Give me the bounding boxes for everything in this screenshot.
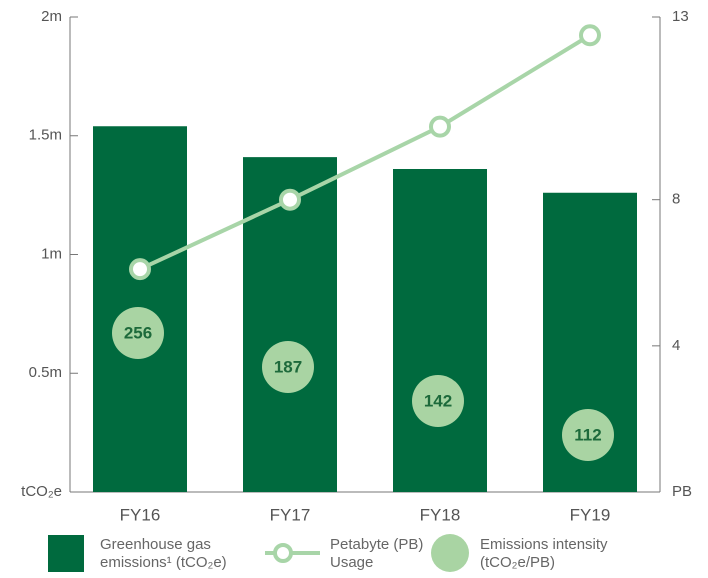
intensity-label: 142 (424, 391, 452, 410)
intensity-bubble (562, 409, 614, 461)
y-tick-label: tCO₂e (21, 483, 62, 500)
y2-tick-label: 4 (672, 337, 680, 354)
x-tick-label: FY19 (570, 505, 611, 524)
intensity-bubble (112, 307, 164, 359)
y-tick-label: 2m (41, 8, 62, 25)
y2-tick-label: PB (672, 483, 692, 500)
legend-swatch (48, 535, 84, 572)
x-tick-label: FY18 (420, 505, 461, 524)
y-tick-label: 1m (41, 245, 62, 262)
intensity-bubble (262, 341, 314, 393)
legend-label: Greenhouse gas emissions¹ (tCO₂e) (100, 536, 227, 571)
legend-swatch (431, 534, 469, 572)
legend-label: Emissions intensity (tCO₂e/PB) (480, 536, 608, 571)
line (139, 33, 592, 271)
y2-tick-label: 13 (672, 8, 689, 25)
y2-tick-label: 8 (672, 191, 680, 208)
legend-swatch (273, 543, 293, 563)
line-point (129, 258, 151, 281)
line-point (279, 188, 301, 211)
y-tick-label: 0.5m (29, 364, 62, 381)
intensity-label: 256 (124, 323, 152, 342)
intensity-label: 112 (574, 425, 601, 444)
line-point (429, 115, 451, 138)
x-tick-label: FY16 (120, 505, 161, 524)
y-tick-label: 1.5m (29, 127, 62, 144)
bar (393, 169, 487, 492)
intensity-label: 187 (274, 357, 302, 376)
x-tick-label: FY17 (270, 505, 311, 524)
intensity-bubble (412, 375, 464, 427)
line-point (579, 24, 601, 47)
legend-label: Petabyte (PB) Usage (330, 536, 424, 571)
